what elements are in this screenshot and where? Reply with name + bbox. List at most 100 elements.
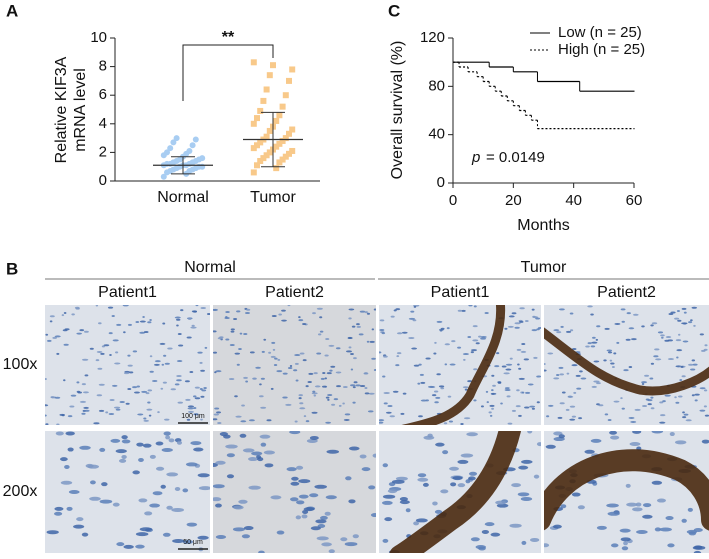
nucleus <box>577 505 585 510</box>
nucleus <box>368 392 375 395</box>
nucleus <box>363 372 369 375</box>
nucleus <box>553 431 563 436</box>
nucleus <box>239 433 247 438</box>
nucleus <box>370 513 376 518</box>
nucleus <box>619 528 631 533</box>
nucleus <box>654 348 660 351</box>
y-tick-label: 8 <box>99 58 107 75</box>
nucleus <box>72 524 85 529</box>
nucleus <box>121 454 127 459</box>
nucleus <box>314 484 328 489</box>
data-point <box>257 139 264 146</box>
data-point <box>270 62 276 69</box>
nucleus <box>293 369 298 372</box>
nucleus <box>621 407 625 410</box>
nucleus <box>270 495 282 500</box>
nucleus <box>285 403 292 406</box>
nucleus <box>457 483 466 488</box>
nucleus <box>641 382 645 385</box>
nucleus <box>185 462 198 467</box>
nucleus <box>604 413 609 416</box>
nucleus <box>193 447 204 452</box>
nucleus <box>161 363 165 366</box>
nucleus <box>621 320 625 323</box>
nucleus <box>436 373 441 376</box>
nucleus <box>108 412 115 415</box>
nucleus <box>121 439 131 444</box>
nucleus <box>650 324 654 327</box>
nucleus <box>654 527 661 532</box>
nucleus <box>531 329 538 332</box>
nucleus <box>521 342 526 345</box>
nucleus <box>508 315 515 318</box>
nucleus <box>623 369 629 372</box>
nucleus <box>571 364 578 367</box>
nucleus <box>379 419 385 422</box>
nucleus <box>154 360 161 363</box>
nucleus <box>139 527 153 532</box>
nucleus <box>607 351 613 354</box>
nucleus <box>649 377 654 380</box>
nucleus <box>76 381 80 384</box>
nucleus <box>434 341 437 344</box>
nucleus <box>470 349 478 352</box>
nucleus <box>98 409 105 412</box>
nucleus <box>367 410 374 413</box>
nucleus <box>93 422 100 425</box>
nucleus <box>63 311 67 314</box>
nucleus <box>391 479 405 484</box>
micrograph <box>45 431 210 553</box>
nucleus <box>186 418 191 421</box>
nucleus <box>225 338 230 341</box>
nucleus <box>665 336 672 339</box>
nucleus <box>533 474 540 479</box>
nucleus <box>296 465 304 470</box>
nucleus <box>322 385 327 388</box>
nucleus <box>558 434 565 439</box>
nucleus <box>506 395 511 398</box>
nucleus <box>137 413 144 416</box>
nucleus <box>319 330 324 333</box>
nucleus <box>578 417 583 420</box>
nucleus <box>309 435 319 440</box>
nucleus <box>533 356 538 359</box>
nucleus <box>518 377 525 380</box>
nucleus <box>676 349 683 352</box>
nucleus <box>320 377 325 380</box>
nucleus <box>682 416 687 419</box>
p-value: = 0.0149 <box>486 149 545 166</box>
nucleus <box>450 482 457 487</box>
nucleus <box>425 357 431 360</box>
nucleus <box>628 327 635 330</box>
nucleus <box>535 317 541 320</box>
nucleus <box>489 404 495 407</box>
panel-letter: B <box>6 259 18 278</box>
nucleus <box>232 527 246 532</box>
nucleus <box>656 498 667 503</box>
nucleus <box>626 502 638 507</box>
nucleus <box>90 480 96 485</box>
nucleus <box>694 399 698 402</box>
nucleus <box>327 394 333 397</box>
nucleus <box>480 405 484 408</box>
nucleus <box>556 331 562 334</box>
nucleus <box>642 514 653 519</box>
nucleus <box>623 541 628 546</box>
nucleus <box>311 411 318 414</box>
nucleus <box>590 438 602 443</box>
nucleus <box>358 333 364 336</box>
nucleus <box>314 385 321 388</box>
nucleus <box>614 322 621 325</box>
nucleus <box>395 476 408 481</box>
nucleus <box>650 396 654 399</box>
nucleus <box>521 540 527 545</box>
micrograph <box>213 305 376 425</box>
nucleus <box>413 364 420 367</box>
nucleus <box>572 347 577 350</box>
nucleus <box>234 395 238 398</box>
nucleus <box>305 420 310 423</box>
nucleus <box>525 391 531 394</box>
nucleus <box>290 481 300 486</box>
nucleus <box>174 383 180 386</box>
nucleus <box>704 414 709 417</box>
